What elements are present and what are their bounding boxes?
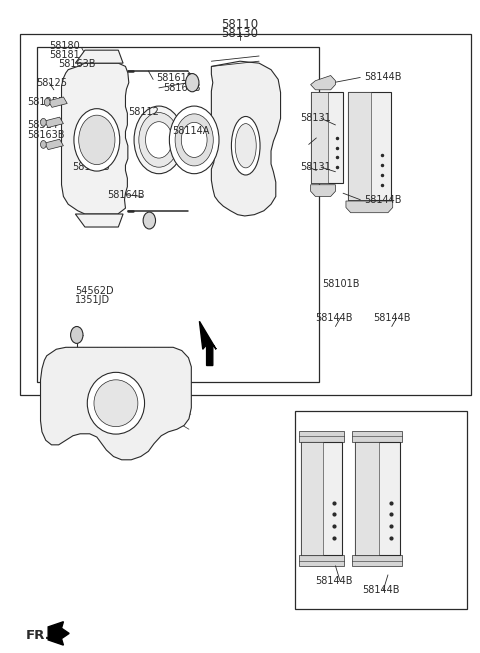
Polygon shape — [75, 214, 123, 227]
Circle shape — [175, 114, 213, 166]
Text: 58161B: 58161B — [156, 73, 194, 83]
Ellipse shape — [94, 380, 138, 426]
Bar — [295, 411, 467, 609]
Ellipse shape — [87, 372, 144, 434]
Circle shape — [44, 98, 50, 106]
Text: 1351JD: 1351JD — [75, 296, 110, 306]
Text: 58144B: 58144B — [364, 72, 402, 82]
Text: 58125F: 58125F — [27, 97, 64, 107]
Circle shape — [74, 108, 120, 171]
Text: 58180: 58180 — [49, 40, 80, 50]
Polygon shape — [61, 63, 129, 214]
Text: 58144B: 58144B — [362, 586, 399, 596]
Polygon shape — [48, 97, 67, 107]
Text: 58144B: 58144B — [315, 577, 353, 586]
Text: 58114A: 58114A — [172, 127, 210, 136]
Circle shape — [145, 121, 172, 158]
Text: 58162B: 58162B — [72, 162, 109, 172]
Bar — [348, 93, 372, 200]
Circle shape — [134, 106, 184, 174]
Bar — [355, 441, 400, 556]
Text: 58112: 58112 — [128, 107, 159, 117]
Text: 58314: 58314 — [27, 120, 58, 130]
Text: 58130: 58130 — [221, 27, 259, 40]
Text: 58163B: 58163B — [59, 59, 96, 69]
Bar — [21, 34, 471, 395]
Text: 58144B: 58144B — [315, 313, 353, 323]
Text: 58163B: 58163B — [27, 130, 65, 140]
Text: 58144B: 58144B — [364, 195, 402, 204]
Circle shape — [169, 106, 219, 174]
Polygon shape — [299, 431, 344, 441]
Polygon shape — [311, 76, 336, 90]
Circle shape — [71, 326, 83, 343]
Circle shape — [40, 118, 46, 126]
Text: 58164B: 58164B — [108, 189, 145, 200]
Circle shape — [181, 122, 207, 157]
Bar — [348, 93, 391, 200]
Bar — [311, 93, 328, 183]
Polygon shape — [40, 347, 192, 460]
Bar — [301, 441, 342, 556]
Polygon shape — [352, 556, 402, 565]
Text: 54562D: 54562D — [75, 286, 114, 296]
Circle shape — [139, 112, 179, 167]
Text: 58125: 58125 — [36, 78, 67, 88]
Ellipse shape — [235, 123, 256, 168]
Ellipse shape — [231, 116, 260, 175]
Text: 58144B: 58144B — [373, 313, 411, 323]
Polygon shape — [211, 61, 281, 216]
Text: 58101B: 58101B — [322, 279, 360, 289]
Bar — [355, 441, 380, 556]
Circle shape — [79, 115, 115, 165]
Polygon shape — [75, 50, 123, 63]
Bar — [311, 93, 343, 183]
Text: 58110: 58110 — [221, 18, 259, 31]
Circle shape — [40, 140, 46, 148]
Polygon shape — [299, 556, 344, 565]
Circle shape — [143, 212, 156, 229]
Bar — [37, 47, 319, 382]
Polygon shape — [346, 201, 393, 213]
Text: 58131: 58131 — [300, 114, 331, 123]
Text: 58164B: 58164B — [163, 83, 200, 93]
Polygon shape — [199, 321, 216, 366]
Polygon shape — [44, 117, 63, 127]
Text: FR.: FR. — [26, 629, 51, 642]
Circle shape — [186, 74, 199, 92]
Polygon shape — [44, 139, 63, 150]
Bar — [301, 441, 324, 556]
Text: 58181: 58181 — [49, 50, 80, 59]
Polygon shape — [352, 431, 402, 441]
Text: 58131: 58131 — [300, 162, 331, 172]
Polygon shape — [48, 622, 69, 645]
Polygon shape — [311, 185, 336, 197]
